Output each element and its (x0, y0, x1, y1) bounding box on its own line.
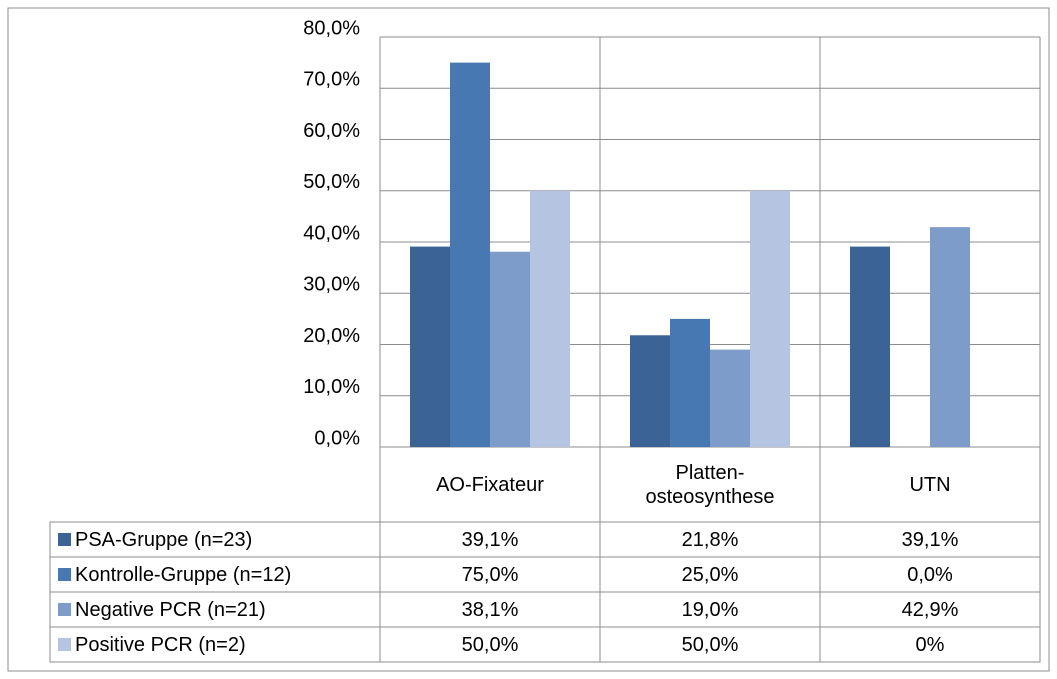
data-label-text: 50,0% (681, 633, 739, 656)
data-label: 0,0% (820, 557, 1040, 592)
legend-key (58, 568, 71, 581)
category-label-text: AO-Fixateur (436, 473, 544, 496)
category-label: Platten- osteosynthese (600, 447, 820, 522)
chart-frame (7, 7, 1050, 672)
legend-key (58, 638, 71, 651)
bar (530, 190, 570, 447)
legend-text: Negative PCR (n=21) (75, 598, 266, 621)
data-label-text: 25,0% (681, 563, 739, 586)
bar (410, 246, 450, 447)
data-label: 50,0% (600, 627, 820, 662)
data-label: 0% (820, 627, 1040, 662)
y-tick-label: 50,0% (303, 171, 360, 193)
bar (490, 251, 530, 447)
legend-key (58, 603, 71, 616)
data-label-text: 19,0% (681, 598, 739, 621)
y-tick-label: 30,0% (303, 274, 360, 296)
category-label: UTN (820, 447, 1040, 522)
y-tick-label: 70,0% (303, 69, 360, 91)
data-label: 50,0% (380, 627, 600, 662)
legend-entry: Negative PCR (n=21) (50, 592, 380, 627)
bar (750, 190, 790, 447)
category-label-text: UTN (909, 473, 951, 496)
data-label: 39,1% (380, 522, 600, 557)
bar (630, 335, 670, 447)
y-tick-label: 0,0% (314, 427, 360, 449)
data-label-text: 39,1% (461, 528, 519, 551)
data-label-text: 50,0% (461, 633, 519, 656)
data-label-text: 42,9% (901, 598, 959, 621)
data-label: 19,0% (600, 592, 820, 627)
bar (930, 227, 970, 447)
category-label-text: Platten- osteosynthese (645, 461, 775, 508)
category-label: AO-Fixateur (380, 447, 600, 522)
data-label: 42,9% (820, 592, 1040, 627)
y-tick-label: 10,0% (303, 376, 360, 398)
bar (850, 246, 890, 447)
legend-text: Kontrolle-Gruppe (n=12) (75, 563, 292, 586)
legend-entry: Positive PCR (n=2) (50, 627, 380, 662)
legend-entry: Kontrolle-Gruppe (n=12) (50, 557, 380, 592)
legend-text: Positive PCR (n=2) (75, 633, 246, 656)
data-label-text: 0% (915, 633, 945, 656)
bar (670, 318, 710, 447)
data-label: 39,1% (820, 522, 1040, 557)
data-label-text: 21,8% (681, 528, 739, 551)
data-label-text: 0,0% (907, 563, 953, 586)
y-tick-label: 40,0% (303, 222, 360, 244)
data-label: 75,0% (380, 557, 600, 592)
legend-text: PSA-Gruppe (n=23) (75, 528, 253, 551)
y-tick-label: 20,0% (303, 325, 360, 347)
data-label: 38,1% (380, 592, 600, 627)
bar (710, 349, 750, 447)
y-tick-label: 60,0% (303, 120, 360, 142)
legend-key (58, 533, 71, 546)
data-label-text: 75,0% (461, 563, 519, 586)
y-tick-label: 80,0% (303, 17, 360, 39)
legend-entry: PSA-Gruppe (n=23) (50, 522, 380, 557)
bar (450, 62, 490, 447)
data-label: 21,8% (600, 522, 820, 557)
data-label-text: 39,1% (901, 528, 959, 551)
data-label: 25,0% (600, 557, 820, 592)
data-label-text: 38,1% (461, 598, 519, 621)
